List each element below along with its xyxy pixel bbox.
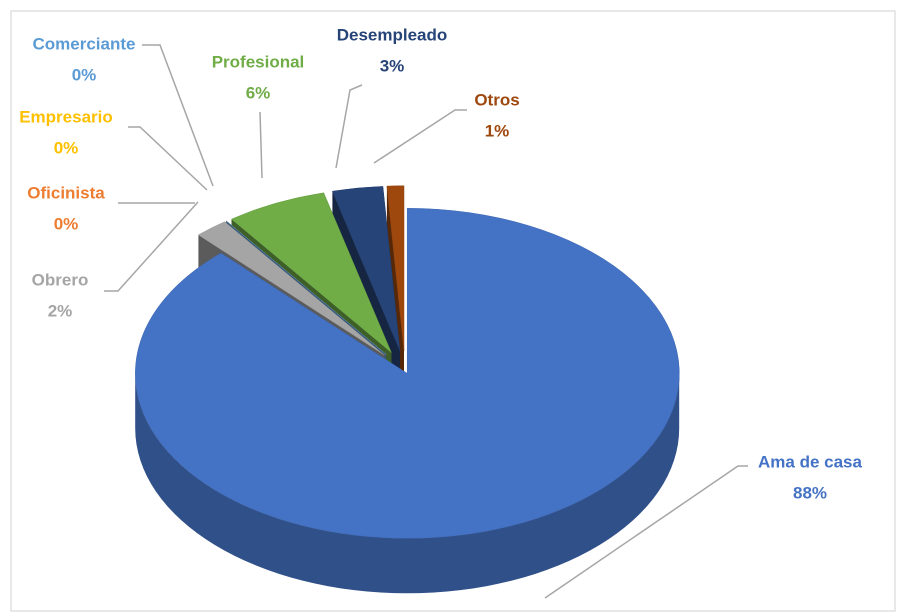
slice — [197, 221, 385, 356]
data-label-name: Comerciante — [33, 34, 136, 53]
slice-side — [135, 373, 680, 594]
leader-line — [373, 109, 467, 164]
slice — [226, 220, 387, 355]
data-label-name: Obrero — [32, 270, 89, 289]
leader-line — [142, 44, 214, 187]
leader-line — [259, 111, 263, 179]
slice — [135, 208, 680, 539]
data-label-value: 0% — [54, 214, 79, 233]
data-label-name: Otros — [474, 90, 519, 109]
leader-line — [544, 465, 748, 599]
data-label-name: Ama de casa — [758, 452, 862, 471]
leader-line — [335, 84, 363, 169]
data-label-name: Oficinista — [27, 183, 105, 202]
data-label-value: 6% — [246, 83, 271, 102]
slice — [386, 185, 405, 351]
data-label-name: Desempleado — [337, 25, 448, 44]
data-label-name: Profesional — [212, 52, 305, 71]
data-label-value: 88% — [793, 483, 827, 502]
slice — [332, 186, 401, 352]
slice — [231, 192, 392, 353]
data-label-name: Empresario — [19, 107, 113, 126]
data-label-value: 3% — [380, 56, 405, 75]
data-label-value: 0% — [72, 65, 97, 84]
leader-line — [104, 201, 199, 292]
data-label-value: 1% — [485, 121, 510, 140]
data-label-value: 2% — [48, 301, 73, 320]
leader-line — [128, 126, 208, 191]
data-label-value: 0% — [54, 138, 79, 157]
